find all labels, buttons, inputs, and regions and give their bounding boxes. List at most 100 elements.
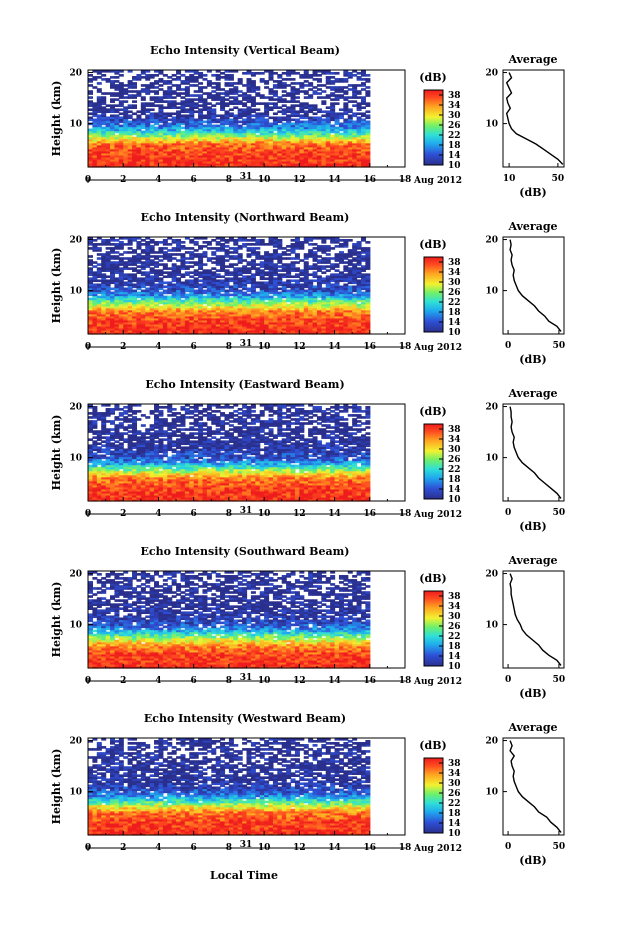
heatmap-cell	[224, 130, 230, 134]
heatmap-cell	[347, 305, 353, 309]
heatmap-cell	[316, 96, 322, 99]
heatmap-cell	[286, 267, 292, 270]
heatmap-cell	[325, 311, 331, 315]
heatmap-cell	[352, 281, 358, 285]
heatmap-cell	[96, 118, 102, 122]
heatmap-cell	[259, 275, 265, 279]
heatmap-cell	[114, 136, 120, 140]
heatmap-cell	[215, 136, 221, 140]
heatmap-cell	[268, 271, 274, 274]
heatmap-cell	[184, 313, 190, 317]
heatmap-cell	[136, 110, 142, 114]
heatmap-cell	[96, 273, 102, 276]
heatmap-cell	[127, 277, 133, 281]
heatmap-cell	[211, 325, 217, 329]
heatmap-cell	[365, 126, 371, 130]
heatmap-cell	[114, 144, 120, 148]
heatmap-cell	[136, 287, 142, 291]
heatmap-cell	[321, 257, 327, 260]
heatmap-cell	[158, 323, 164, 327]
heatmap-cell	[140, 102, 146, 105]
heatmap-cell	[246, 269, 252, 272]
heatmap-cell	[149, 146, 155, 150]
heatmap-cell	[286, 285, 292, 289]
heatmap-cell	[360, 319, 366, 323]
heatmap-cell	[312, 78, 318, 81]
heatmap-cell	[206, 275, 212, 279]
heatmap-cell	[365, 110, 371, 114]
heatmap-cell	[171, 140, 177, 144]
heatmap-cell	[118, 86, 124, 89]
heatmap-cell	[286, 144, 292, 148]
heatmap-cell	[184, 78, 190, 81]
heatmap-cell	[294, 289, 300, 293]
heatmap-cell	[246, 72, 252, 75]
heatmap-cell	[360, 160, 366, 164]
heatmap-cell	[211, 132, 217, 136]
heatmap-cell	[114, 251, 120, 254]
heatmap-cell	[114, 142, 120, 146]
heatmap-cell	[237, 327, 243, 331]
heatmap-cell	[198, 331, 204, 335]
heatmap-cell	[206, 156, 212, 160]
heatmap-cell	[228, 311, 234, 315]
heatmap-cell	[347, 317, 353, 321]
heatmap-cell	[184, 251, 190, 254]
heatmap-cell	[206, 271, 212, 274]
heatmap-cell	[264, 164, 270, 168]
heatmap-cell	[220, 295, 226, 299]
heatmap-cell	[286, 106, 292, 109]
heatmap-cell	[246, 317, 252, 321]
heatmap-cell	[352, 307, 358, 311]
heatmap-cell	[233, 156, 239, 160]
heatmap-cell	[206, 136, 212, 140]
heatmap-cell	[360, 146, 366, 150]
heatmap-cell	[224, 289, 230, 293]
heatmap-cell	[162, 148, 168, 152]
heatmap-cell	[145, 321, 151, 325]
heatmap-cell	[264, 146, 270, 150]
heatmap-cell	[114, 291, 120, 295]
heatmap-cell	[303, 76, 309, 79]
heatmap-cell	[162, 301, 168, 305]
heatmap-cell	[246, 144, 252, 148]
heatmap-cell	[176, 281, 182, 285]
heatmap-cell	[96, 164, 102, 168]
heatmap-cell	[110, 76, 116, 79]
heatmap-cell	[114, 162, 120, 166]
heatmap-cell	[171, 291, 177, 295]
heatmap-cell	[110, 108, 116, 112]
heatmap-cell	[118, 237, 124, 240]
heatmap-cell	[325, 299, 331, 303]
heatmap-cell	[272, 251, 278, 254]
heatmap-cell	[250, 120, 256, 124]
heatmap-cell	[158, 305, 164, 309]
heatmap-cell	[259, 102, 265, 105]
heatmap-cell	[360, 267, 366, 270]
heatmap-cell	[171, 317, 177, 321]
heatmap-cell	[105, 329, 111, 333]
heatmap-cell	[352, 327, 358, 331]
heatmap-cell	[233, 130, 239, 134]
heatmap-cell	[294, 148, 300, 152]
heatmap-cell	[303, 162, 309, 166]
heatmap-cell	[264, 281, 270, 285]
heatmap-cell	[154, 140, 160, 144]
heatmap-cell	[233, 144, 239, 148]
heatmap-cell	[114, 277, 120, 281]
heatmap-cell	[334, 253, 340, 256]
heatmap-cell	[215, 82, 221, 85]
heatmap-cell	[228, 271, 234, 274]
heatmap-cell	[123, 305, 129, 309]
heatmap-cell	[220, 158, 226, 162]
heatmap-cell	[268, 253, 274, 256]
heatmap-cell	[365, 134, 371, 138]
heatmap-cell	[228, 132, 234, 136]
heatmap-cell	[325, 134, 331, 138]
heatmap-cell	[321, 325, 327, 329]
heatmap-cell	[264, 253, 270, 256]
heatmap-cell	[220, 285, 226, 289]
heatmap-cell	[215, 140, 221, 144]
heatmap-cell	[233, 325, 239, 329]
heatmap-cell	[123, 325, 129, 329]
